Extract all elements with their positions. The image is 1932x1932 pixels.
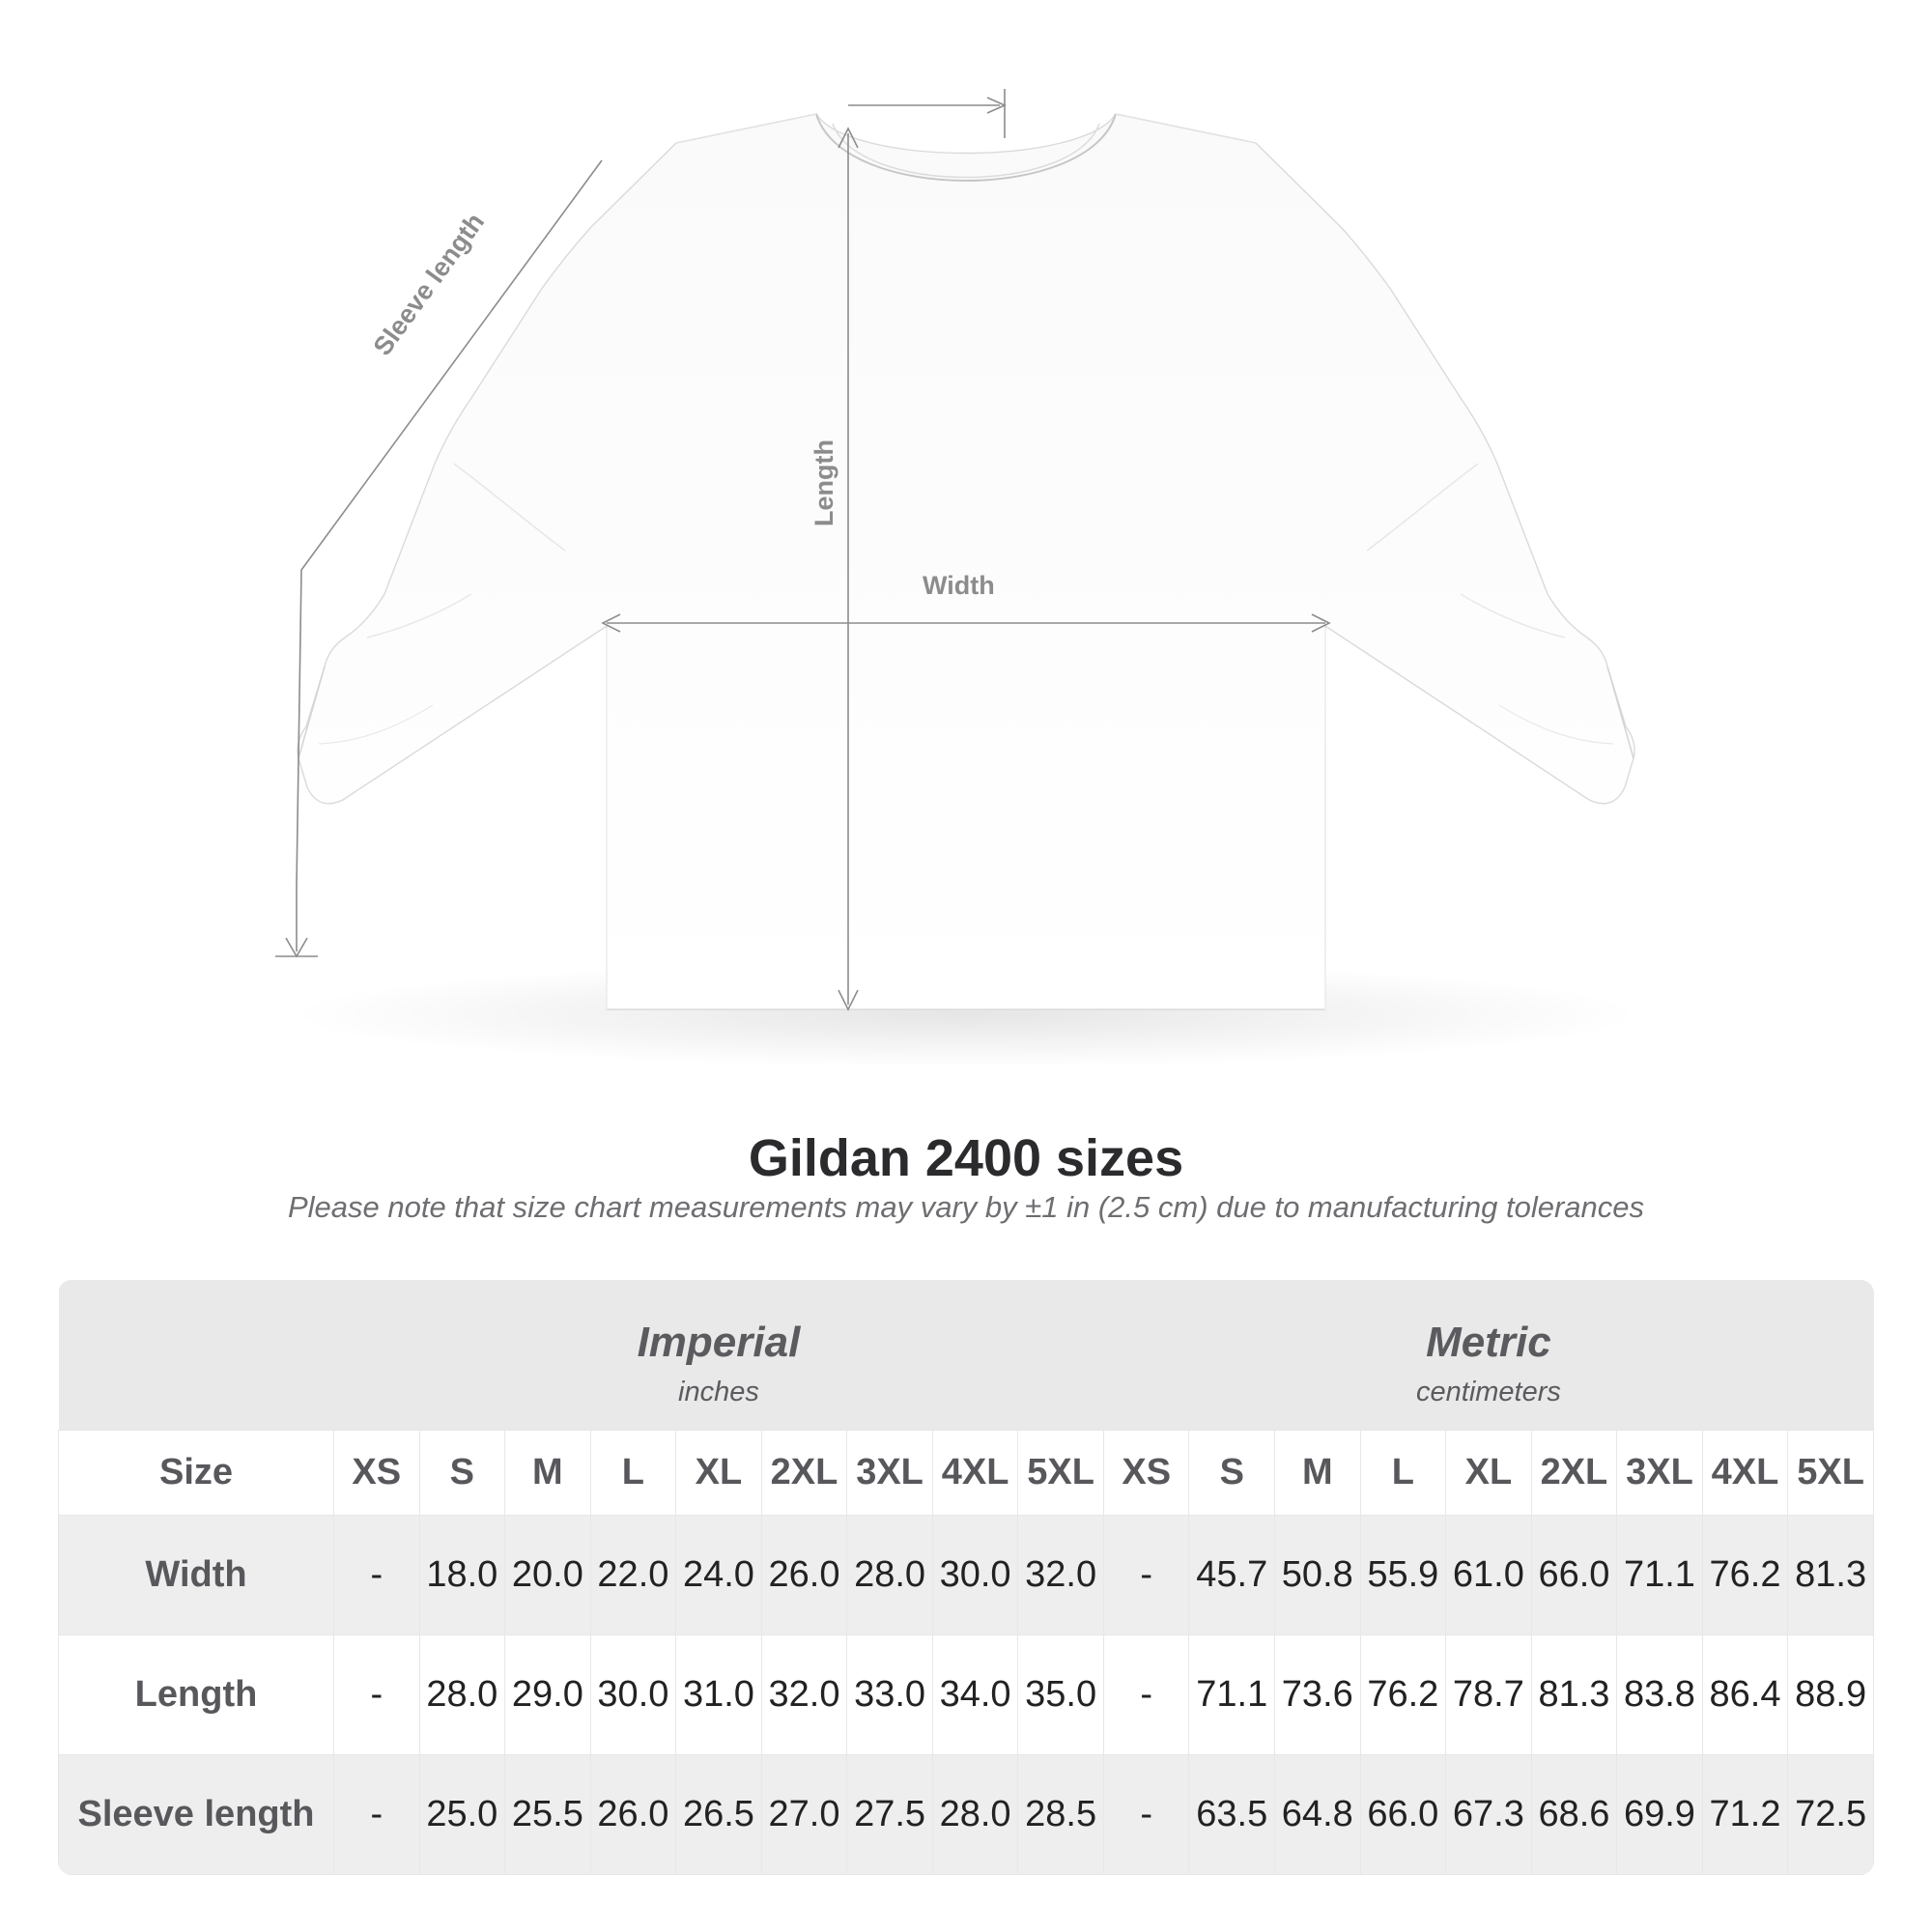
svg-text:Width: Width [923,571,995,600]
svg-text:Length: Length [810,440,838,526]
